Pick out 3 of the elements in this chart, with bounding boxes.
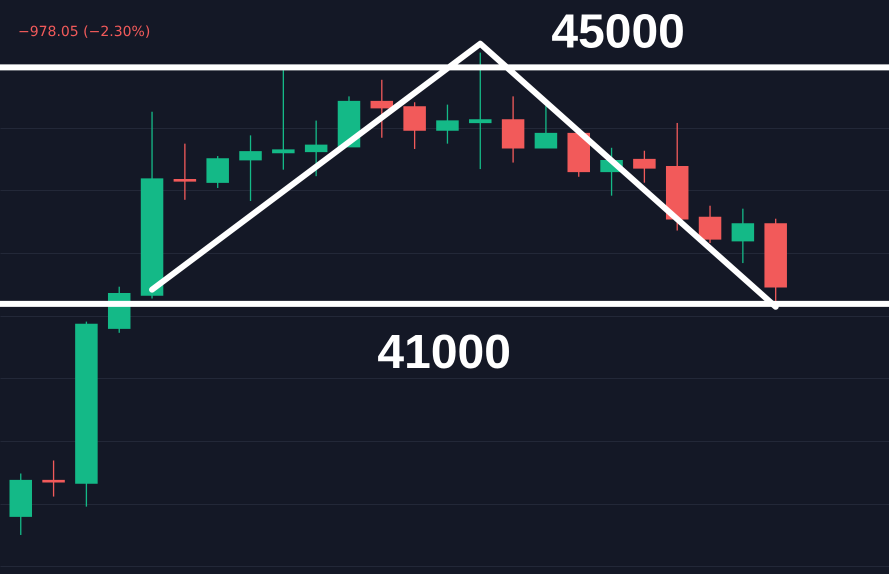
- annotation: −978.05 (−2.30%): [18, 24, 150, 40]
- ref-line-label: 41000: [377, 326, 511, 379]
- ref-line-label: 45000: [551, 5, 685, 58]
